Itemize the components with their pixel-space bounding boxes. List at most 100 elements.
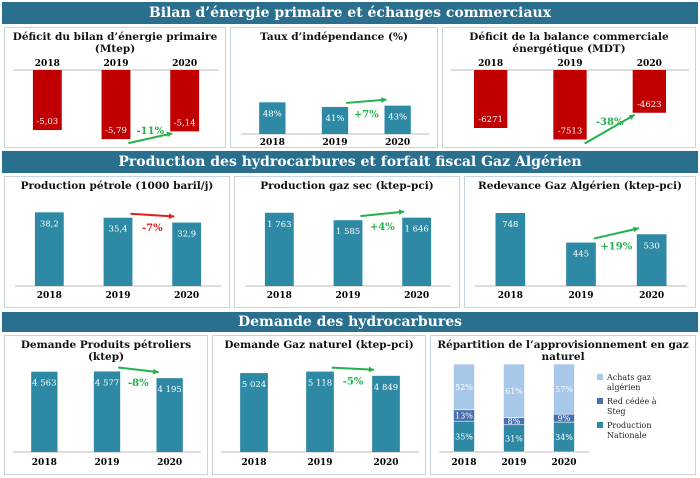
data-label: -5,79 — [105, 126, 127, 136]
x-tick-label: 2020 — [404, 291, 429, 301]
change-label: -38% — [596, 117, 624, 128]
bar — [566, 242, 596, 286]
bar — [636, 234, 667, 286]
bar — [172, 222, 202, 286]
change-label: -7% — [142, 223, 163, 234]
chart-title: Déficit de la balance commerciale énergé… — [469, 31, 669, 55]
legend-label: algérien — [607, 383, 640, 392]
data-label: 530 — [644, 241, 660, 251]
data-label: 1 585 — [336, 227, 360, 237]
chart-repartition-gaz: 2018 2019 2020 35% 13% 52% 31% 8% 61% 34% 9% 57% Ach… — [439, 363, 657, 468]
stack-segment — [553, 363, 575, 415]
data-label: 35% — [455, 433, 473, 442]
bar — [384, 105, 411, 134]
legend-swatch — [597, 374, 603, 380]
bar — [103, 217, 133, 286]
panel-production-gaz: Production gaz sec (ktep-pci) 2018 2019 20… — [234, 176, 460, 308]
data-label: 61% — [505, 387, 523, 396]
bar — [156, 378, 183, 452]
chart-balance-commerciale: 2018 2019 2020 -6271 -7513 -4623 -38% — [451, 59, 689, 145]
bar — [333, 220, 363, 286]
bar — [240, 373, 268, 452]
chart-taux-independance: 2018 2019 2020 48% 41% 43% +7% — [241, 97, 429, 148]
trend-arrowhead — [166, 131, 173, 138]
stack-segment — [453, 363, 475, 411]
chart-title: Demande Gaz naturel (ktep-pci) — [224, 339, 414, 351]
x-tick-label: 2018 — [498, 291, 523, 301]
trend-arrowhead — [152, 368, 159, 375]
legend-swatch — [597, 398, 603, 404]
trend-arrow — [346, 98, 387, 104]
data-label: -5,14 — [174, 118, 196, 128]
x-tick-label: 2020 — [373, 458, 398, 468]
data-label: 5 118 — [308, 379, 332, 389]
trend-arrowhead — [381, 97, 387, 103]
trend-arrowhead — [628, 114, 635, 120]
data-label: 4 195 — [157, 385, 181, 395]
data-label: 4 577 — [95, 378, 119, 388]
bar — [321, 106, 349, 134]
trend-arrow — [118, 366, 159, 374]
x-tick-label: 2020 — [174, 291, 199, 301]
chart-title: Redevance Gaz Algérien (ktep-pci) — [478, 180, 682, 192]
chart-title: Répartition de l’approvisionnement en ga… — [437, 339, 689, 363]
panel-repartition-gaz: Répartition de l’approvisionnement en ga… — [430, 335, 696, 475]
x-tick-label: 2019 — [568, 291, 593, 301]
legend-label: Achats gaz — [606, 373, 651, 382]
data-label: 41% — [326, 114, 345, 124]
change-label: -11% — [137, 126, 165, 137]
bar — [34, 212, 64, 286]
chart-deficit-energie: 2018 2019 2020 -5,03 -5,79 -5,14 -11% — [13, 59, 219, 145]
bar — [553, 70, 587, 140]
trend-arrow — [360, 210, 405, 218]
x-tick-label: 2020 — [385, 138, 410, 148]
data-label: 43% — [388, 113, 407, 123]
bar — [402, 217, 432, 286]
x-tick-label: 2019 — [335, 291, 360, 301]
bar — [93, 371, 121, 452]
chart-title: Production gaz sec (ktep-pci) — [260, 180, 434, 192]
bar — [632, 70, 666, 113]
trend-arrow — [128, 132, 173, 145]
chart-demande-gaz: 2018 2019 2020 5 024 5 118 4 849 -5% — [221, 366, 419, 468]
x-tick-label: 2018 — [37, 291, 62, 301]
x-tick-label: 2019 — [105, 291, 130, 301]
data-label: 38,2 — [40, 219, 59, 229]
x-tick-label: 2020 — [157, 458, 182, 468]
chart-title: Production pétrole (1000 baril/j) — [20, 180, 214, 192]
section-banner-2: Production des hydrocarbures et forfait … — [2, 151, 698, 173]
data-label: 5 024 — [242, 380, 266, 390]
data-label: 57% — [555, 385, 573, 394]
change-label: -5% — [343, 377, 364, 388]
chart-production-petrole: 2018 2019 2020 38,2 35,4 32,9 -7% — [15, 212, 221, 301]
data-label: 1 646 — [404, 225, 428, 235]
bar — [259, 102, 286, 134]
data-label: 1 763 — [267, 220, 291, 230]
x-tick-label: 2018 — [32, 458, 57, 468]
data-label: -4623 — [637, 100, 662, 110]
chart-title: Demande Produits pétroliers (ktep) — [20, 339, 192, 363]
legend-label: Nationale — [607, 431, 647, 440]
data-label: -7513 — [558, 126, 583, 136]
legend-swatch — [597, 422, 603, 428]
panel-production-petrole: Production pétrole (1000 baril/j) 2018 20… — [4, 176, 230, 308]
x-tick-label: 2020 — [172, 59, 197, 69]
trend-arrowhead — [398, 209, 405, 216]
data-label: 13% — [455, 411, 473, 420]
trend-arrowhead — [368, 366, 375, 373]
bar — [306, 371, 334, 452]
x-tick-label: 2018 — [478, 59, 503, 69]
section-banner-3: Demande des hydrocarbures — [2, 312, 698, 332]
section-banner-1: Bilan d’énergie primaire et échanges com… — [2, 2, 698, 24]
x-tick-label: 2019 — [103, 59, 128, 69]
chart-demande-petroliers: 2018 2019 2020 4 563 4 577 4 195 -8% — [13, 366, 201, 468]
chart-title: Taux d’indépendance (%) — [260, 31, 408, 43]
x-tick-label: 2019 — [557, 59, 582, 69]
change-label: +7% — [354, 109, 379, 120]
data-label: 48% — [263, 109, 282, 119]
data-label: 748 — [502, 220, 518, 230]
data-label: 4 563 — [32, 379, 56, 389]
panel-deficit-energie: Déficit du bilan d’énergie primaire (Mte… — [4, 27, 226, 148]
panel-taux-independance: Taux d’indépendance (%) 2018 2019 2020 48% 4… — [230, 27, 438, 148]
